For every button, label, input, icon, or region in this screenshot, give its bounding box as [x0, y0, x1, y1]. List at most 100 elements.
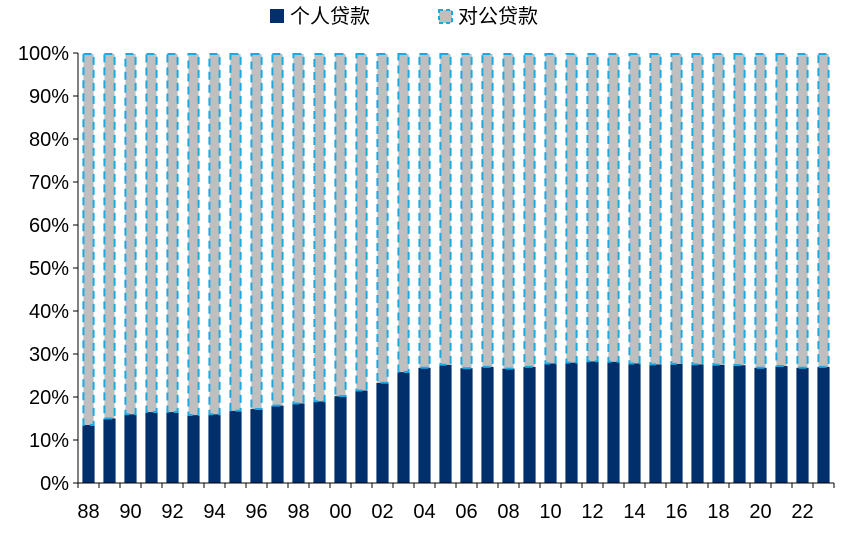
bar-corporate-loans	[460, 53, 473, 370]
bar-corporate-loans	[313, 53, 326, 403]
x-tick-label: 94	[203, 501, 225, 523]
bar-corporate-loans	[796, 53, 809, 369]
y-tick-label: 90%	[29, 86, 69, 108]
bar-personal-loans	[628, 363, 641, 483]
bar-corporate-loans	[502, 53, 515, 370]
bar-personal-loans	[187, 415, 200, 483]
x-tick-label: 16	[665, 501, 687, 523]
bar-corporate-loans	[124, 53, 137, 416]
bar-personal-loans	[376, 382, 389, 483]
x-tick-label: 00	[329, 501, 351, 523]
x-tick-label: 98	[287, 501, 309, 523]
bar-personal-loans	[649, 364, 662, 483]
bar-personal-loans	[124, 414, 137, 483]
y-axis: 0% 10% 20% 30% 40% 50% 60% 70% 80% 90% 100%	[18, 43, 79, 495]
bar-personal-loans	[544, 363, 557, 483]
bar-personal-loans	[229, 410, 242, 483]
bar-personal-loans	[775, 366, 788, 483]
x-tick-label: 96	[245, 501, 267, 523]
y-tick-label: 20%	[29, 387, 69, 409]
bar-personal-loans	[502, 368, 515, 483]
bar-corporate-loans	[481, 53, 494, 368]
bar-personal-loans	[355, 390, 368, 483]
bar-personal-loans	[670, 363, 683, 483]
bar-corporate-loans	[691, 53, 704, 366]
bar-personal-loans	[565, 362, 578, 483]
x-tick-label: 04	[413, 501, 435, 523]
bar-corporate-loans	[607, 53, 620, 363]
bar-personal-loans	[334, 396, 347, 483]
bar-personal-loans	[712, 364, 725, 483]
bar-corporate-loans	[145, 53, 158, 414]
bar-corporate-loans	[586, 53, 599, 363]
bar-personal-loans	[691, 364, 704, 483]
bar-corporate-loans	[397, 53, 410, 374]
bar-personal-loans	[82, 424, 95, 483]
y-tick-label: 80%	[29, 129, 69, 151]
bar-personal-loans	[208, 414, 221, 483]
x-tick-label: 18	[707, 501, 729, 523]
bar-personal-loans	[796, 367, 809, 483]
bar-personal-loans	[481, 366, 494, 483]
y-tick-label: 30%	[29, 344, 69, 366]
bar-personal-loans	[166, 412, 179, 483]
bar-corporate-loans	[565, 53, 578, 364]
bars	[82, 53, 830, 483]
legend: 个人贷款 对公贷款	[270, 4, 538, 28]
y-tick-label: 100%	[18, 43, 69, 65]
x-axis: 88 90 92 94 96 98 00 02 04 06 08 10 12 14 16 18 20 22	[77, 482, 835, 523]
x-tick-label: 88	[77, 501, 99, 523]
x-tick-label: 22	[791, 501, 813, 523]
y-tick-label: 0%	[40, 473, 69, 495]
bar-personal-loans	[313, 401, 326, 483]
bar-personal-loans	[250, 409, 263, 483]
x-tick-label: 02	[371, 501, 393, 523]
bar-personal-loans	[817, 366, 830, 483]
x-tick-label: 10	[539, 501, 561, 523]
legend-swatch-personal-loans	[270, 9, 284, 23]
bar-personal-loans	[586, 361, 599, 483]
y-tick-label: 10%	[29, 430, 69, 452]
bar-corporate-loans	[103, 53, 116, 420]
bar-personal-loans	[145, 412, 158, 483]
x-tick-label: 90	[119, 501, 141, 523]
x-tick-label: 08	[497, 501, 519, 523]
x-tick-label: 14	[623, 501, 645, 523]
bar-corporate-loans	[712, 53, 725, 366]
y-tick-label: 70%	[29, 172, 69, 194]
bar-personal-loans	[523, 366, 536, 483]
legend-swatch-corporate-loans	[438, 9, 453, 24]
bar-corporate-loans	[292, 53, 305, 405]
bar-personal-loans	[460, 368, 473, 483]
bar-corporate-loans	[355, 53, 368, 392]
bar-personal-loans	[439, 364, 452, 483]
bar-corporate-loans	[439, 53, 452, 366]
bar-personal-loans	[733, 365, 746, 483]
bar-personal-loans	[292, 403, 305, 483]
x-tick-label: 92	[161, 501, 183, 523]
bar-corporate-loans	[733, 53, 746, 367]
bar-corporate-loans	[229, 53, 242, 412]
bar-corporate-loans	[187, 53, 200, 417]
bar-personal-loans	[397, 372, 410, 483]
bar-personal-loans	[754, 367, 767, 483]
y-tick-label: 50%	[29, 258, 69, 280]
bar-corporate-loans	[334, 53, 347, 398]
x-tick-label: 20	[749, 501, 771, 523]
bar-corporate-loans	[418, 53, 431, 369]
bar-corporate-loans	[544, 53, 557, 365]
bar-personal-loans	[607, 361, 620, 483]
x-tick-label: 06	[455, 501, 477, 523]
bar-corporate-loans	[523, 53, 536, 368]
legend-label-personal-loans: 个人贷款	[290, 4, 370, 28]
bar-personal-loans	[418, 367, 431, 483]
y-tick-label: 40%	[29, 301, 69, 323]
legend-label-corporate-loans: 对公贷款	[458, 4, 538, 28]
bar-corporate-loans	[817, 53, 830, 368]
y-tick-label: 60%	[29, 215, 69, 237]
bar-corporate-loans	[208, 53, 221, 416]
bar-personal-loans	[103, 418, 116, 483]
x-tick-label: 12	[581, 501, 603, 523]
bar-corporate-loans	[628, 53, 641, 365]
